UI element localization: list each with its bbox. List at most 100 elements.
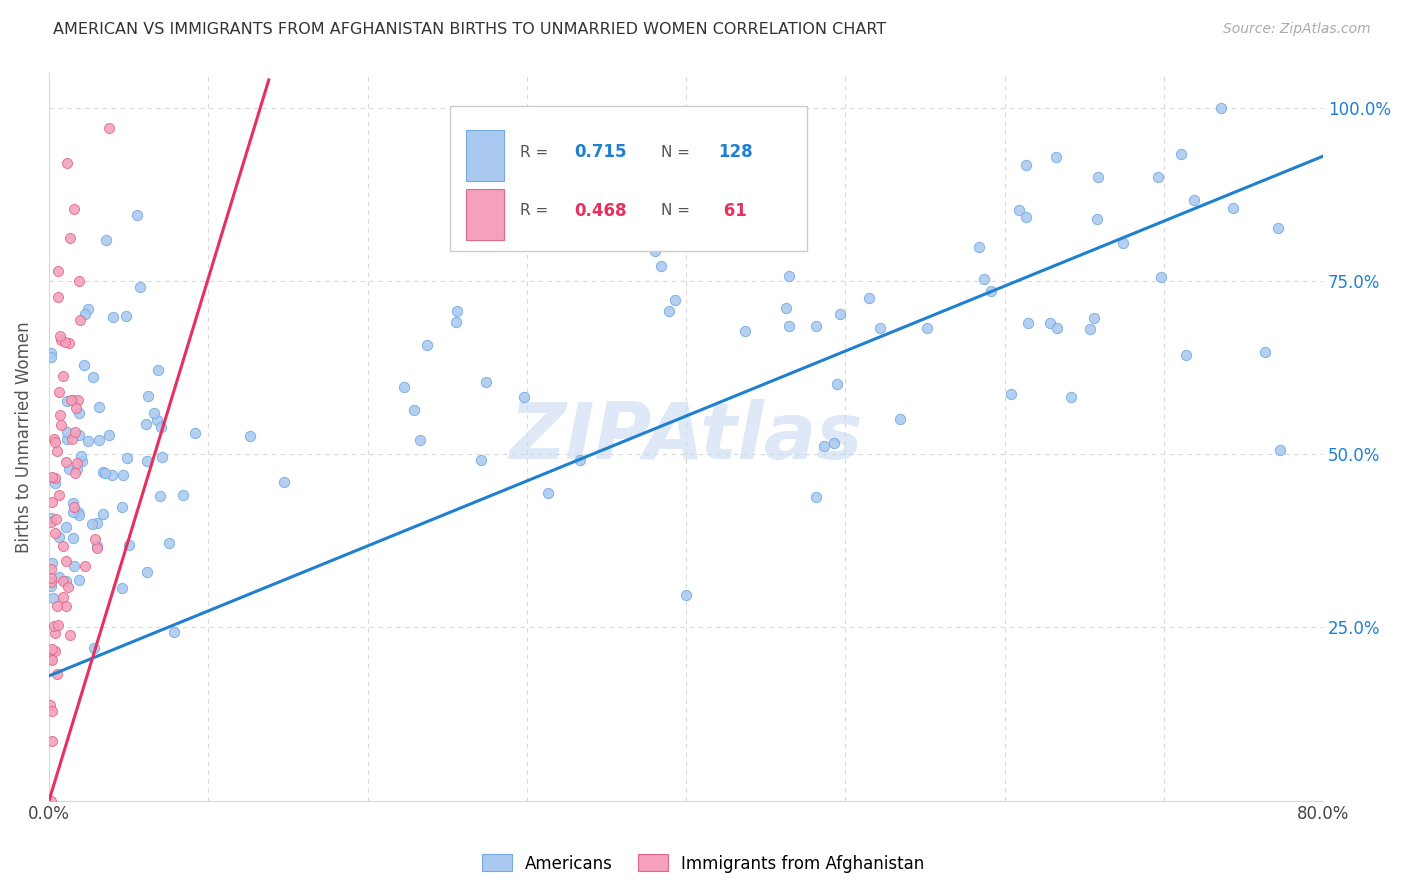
- Point: [55, 554, 77, 568]
- Point: [39, 570, 62, 584]
- Point: [62, 531, 84, 545]
- Point: [55, 599, 77, 614]
- Point: [77, 434, 100, 449]
- Point: [44, 476, 66, 491]
- Point: [80, 517, 103, 532]
- Point: [675, 588, 697, 602]
- Point: [86, 539, 108, 553]
- Point: [39, 579, 62, 593]
- Point: [135, 417, 157, 431]
- Point: [889, 411, 911, 425]
- Point: [157, 535, 180, 549]
- Point: [1111, 235, 1133, 250]
- Point: [664, 293, 686, 308]
- Point: [409, 434, 432, 448]
- Point: [48, 488, 70, 502]
- Point: [63, 202, 86, 216]
- Point: [172, 488, 194, 502]
- Point: [41, 705, 63, 719]
- Point: [87, 433, 110, 447]
- Point: [446, 303, 468, 318]
- Point: [48, 530, 70, 544]
- Point: [39, 346, 62, 360]
- Point: [41, 556, 63, 570]
- Point: [644, 244, 666, 258]
- Point: [39, 515, 62, 529]
- Point: [41, 574, 63, 589]
- Point: [72, 358, 94, 372]
- Text: 61: 61: [718, 202, 747, 219]
- Point: [44, 525, 66, 540]
- Point: [39, 510, 62, 524]
- Point: [742, 174, 765, 188]
- Point: [804, 490, 827, 504]
- Point: [42, 618, 65, 632]
- Point: [44, 471, 66, 485]
- Point: [41, 733, 63, 747]
- Point: [63, 467, 86, 481]
- Point: [46, 666, 69, 681]
- Point: [142, 406, 165, 420]
- Point: [1060, 391, 1083, 405]
- Point: [48, 328, 70, 343]
- Point: [45, 444, 67, 458]
- Point: [67, 505, 90, 519]
- Point: [1008, 202, 1031, 217]
- Point: [65, 401, 87, 416]
- Point: [51, 368, 73, 383]
- Point: [53, 334, 76, 349]
- Point: [56, 432, 79, 446]
- Point: [52, 574, 75, 589]
- Point: [1182, 193, 1205, 207]
- Point: [39, 350, 62, 364]
- Point: [63, 558, 86, 573]
- Point: [392, 380, 415, 394]
- Point: [1087, 170, 1109, 185]
- Text: ZIPAtlas: ZIPAtlas: [509, 399, 863, 475]
- Point: [125, 208, 148, 222]
- Point: [91, 465, 114, 479]
- Point: [145, 413, 167, 427]
- Point: [46, 263, 69, 277]
- Point: [67, 406, 90, 420]
- Point: [650, 259, 672, 273]
- Point: [67, 274, 90, 288]
- Text: 128: 128: [718, 144, 752, 161]
- Point: [101, 468, 124, 483]
- Point: [129, 280, 152, 294]
- Point: [59, 231, 82, 245]
- Point: [149, 490, 172, 504]
- Legend: Americans, Immigrants from Afghanistan: Americans, Immigrants from Afghanistan: [475, 847, 931, 880]
- Point: [110, 500, 132, 515]
- Point: [52, 539, 75, 553]
- Point: [778, 319, 800, 334]
- Point: [149, 420, 172, 434]
- Point: [75, 307, 97, 321]
- Point: [69, 449, 91, 463]
- Point: [56, 156, 79, 170]
- Point: [973, 271, 995, 285]
- Text: 0.468: 0.468: [574, 202, 627, 219]
- Point: [1014, 211, 1036, 225]
- Text: R =: R =: [520, 145, 554, 160]
- Point: [537, 486, 560, 500]
- Text: R =: R =: [520, 203, 554, 218]
- Point: [115, 309, 138, 323]
- Point: [112, 467, 135, 482]
- Point: [98, 121, 121, 136]
- Point: [42, 432, 65, 446]
- Point: [39, 794, 62, 808]
- Point: [1254, 344, 1277, 359]
- Point: [91, 507, 114, 521]
- Bar: [450, 106, 807, 252]
- Y-axis label: Births to Unmarried Women: Births to Unmarried Women: [15, 321, 32, 553]
- Point: [658, 304, 681, 318]
- Point: [55, 425, 77, 440]
- Point: [858, 291, 880, 305]
- Point: [415, 337, 437, 351]
- Point: [45, 512, 67, 526]
- Point: [38, 698, 60, 713]
- Point: [1078, 322, 1101, 336]
- Point: [118, 537, 141, 551]
- Point: [1083, 310, 1105, 325]
